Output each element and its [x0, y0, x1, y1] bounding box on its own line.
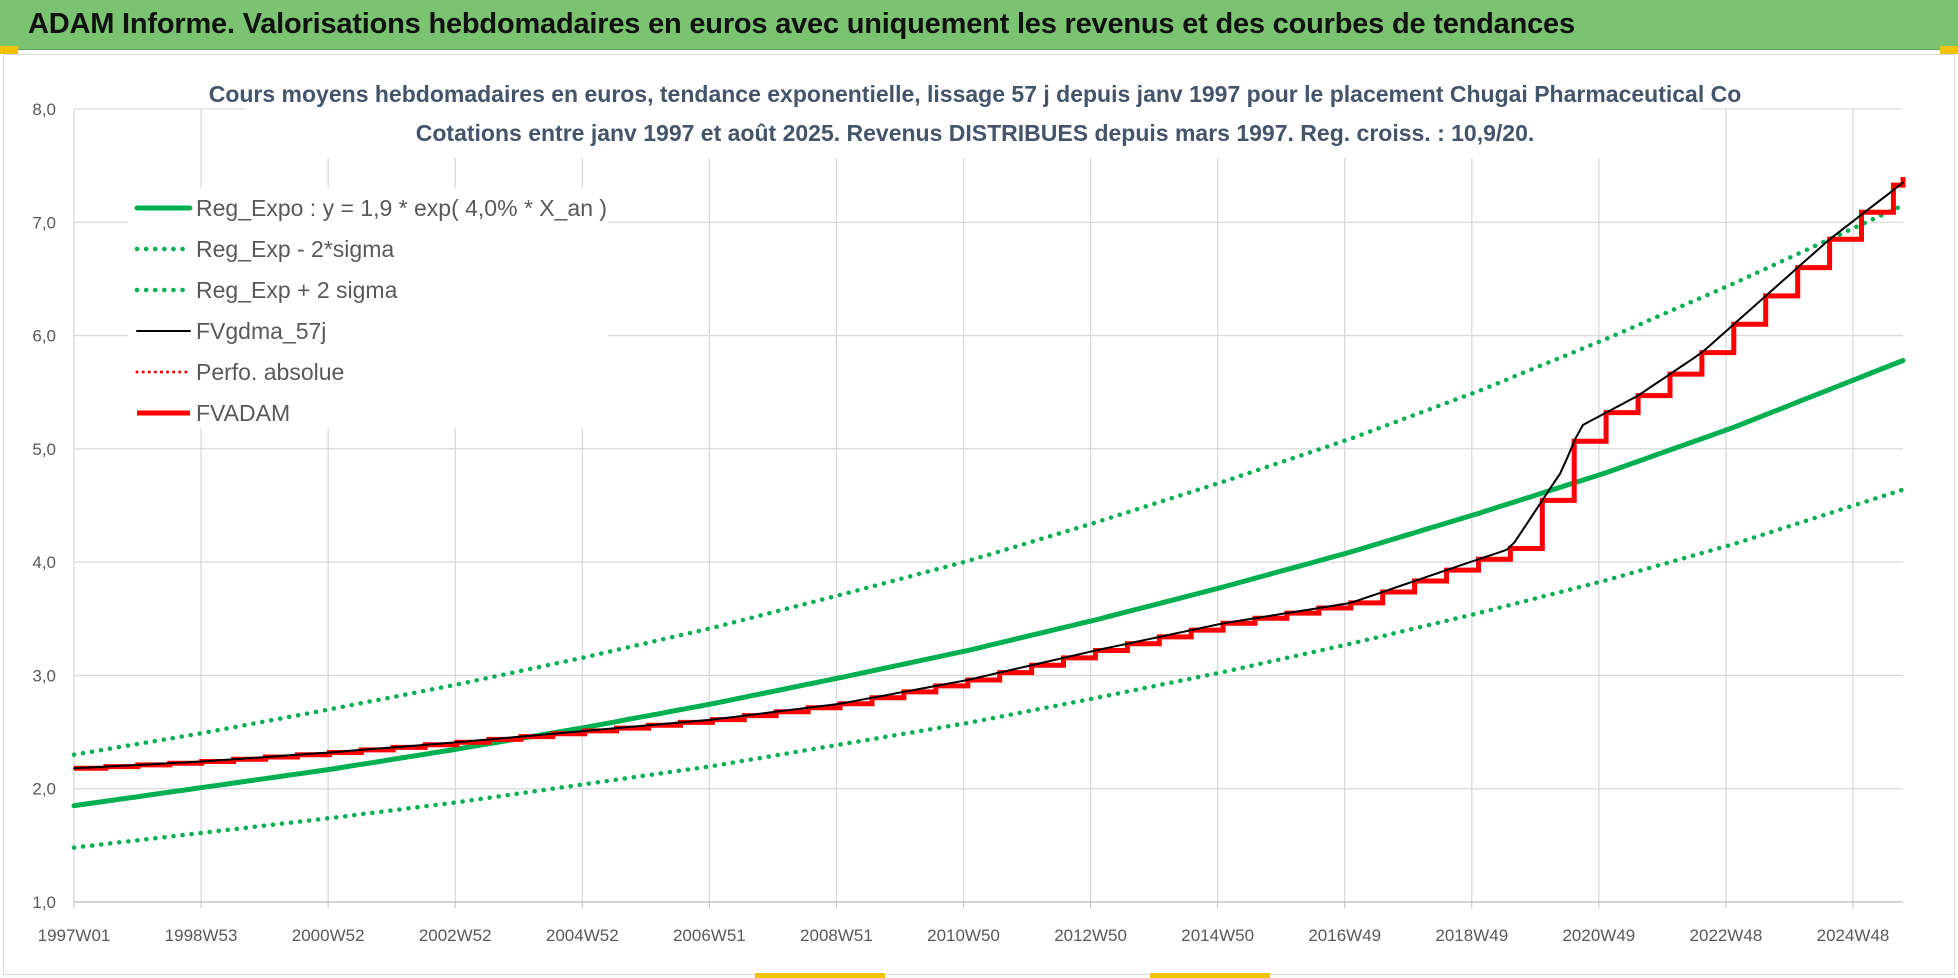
- x-tick-label: 1998W53: [165, 926, 238, 945]
- chart-title-line2: Cotations entre janv 1997 et août 2025. …: [416, 120, 1535, 146]
- series-line-2: [71, 203, 1906, 757]
- x-tick-label: 2012W50: [1054, 926, 1127, 945]
- legend-label: FVgdma_57j: [196, 318, 326, 344]
- x-tick-label: 2016W49: [1308, 926, 1381, 945]
- x-tick-label: 2010W50: [927, 926, 1000, 945]
- report-banner: ADAM Informe. Valorisations hebdomadaire…: [0, 0, 1958, 50]
- series-layer: [71, 177, 1906, 850]
- x-axis-ticks: 1997W01 1998W53 2000W52 2002W52 2004W52 2006W…: [38, 926, 1890, 945]
- footer-accent-1: [755, 973, 885, 978]
- legend-label: FVADAM: [196, 400, 290, 426]
- legend: Reg_Expo : y = 1,9 * exp( 4,0% * X_an ) R…: [128, 188, 608, 428]
- legend-background: [128, 188, 608, 428]
- x-tick-label: 2002W52: [419, 926, 492, 945]
- x-tick-label: 2004W52: [546, 926, 619, 945]
- legend-label: Perfo. absolue: [196, 359, 344, 385]
- x-tick-label: 2018W49: [1435, 926, 1508, 945]
- x-tick-label: 2008W51: [800, 926, 873, 945]
- x-tick-label: 2020W49: [1562, 926, 1635, 945]
- x-tick-label: 2024W48: [1817, 926, 1890, 945]
- report-title: ADAM Informe. Valorisations hebdomadaire…: [28, 8, 1575, 40]
- y-tick-label: 2,0: [32, 780, 56, 799]
- x-tick-label: 2000W52: [292, 926, 365, 945]
- chart-title-line1: Cours moyens hebdomadaires en euros, ten…: [209, 81, 1742, 107]
- footer-accent-2: [1150, 973, 1270, 978]
- y-tick-label: 7,0: [32, 213, 56, 232]
- y-tick-label: 5,0: [32, 440, 56, 459]
- series-line-3: [73, 181, 1904, 770]
- y-tick-label: 4,0: [32, 553, 56, 572]
- chart-title-background: [245, 72, 1700, 158]
- x-tick-label: 1997W01: [38, 926, 111, 945]
- x-tick-label: 2014W50: [1181, 926, 1254, 945]
- x-tick-label: 2022W48: [1690, 926, 1763, 945]
- x-tick-label: 2006W51: [673, 926, 746, 945]
- y-tick-label: 6,0: [32, 327, 56, 346]
- legend-label: Reg_Exp + 2 sigma: [196, 277, 398, 303]
- y-tick-label: 1,0: [32, 893, 56, 912]
- banner-accent-right: [1940, 46, 1958, 54]
- y-tick-label: 8,0: [32, 100, 56, 119]
- y-axis-ticks: 1,0 2,0 3,0 4,0 5,0 6,0 7,0 8,0: [32, 100, 56, 912]
- series-line-1: [71, 487, 1906, 850]
- series-line-0: [71, 358, 1906, 809]
- y-tick-label: 3,0: [32, 666, 56, 685]
- legend-label: Reg_Exp - 2*sigma: [196, 236, 394, 262]
- banner-accent-left: [0, 46, 18, 54]
- legend-label: Reg_Expo : y = 1,9 * exp( 4,0% * X_an ): [196, 195, 607, 221]
